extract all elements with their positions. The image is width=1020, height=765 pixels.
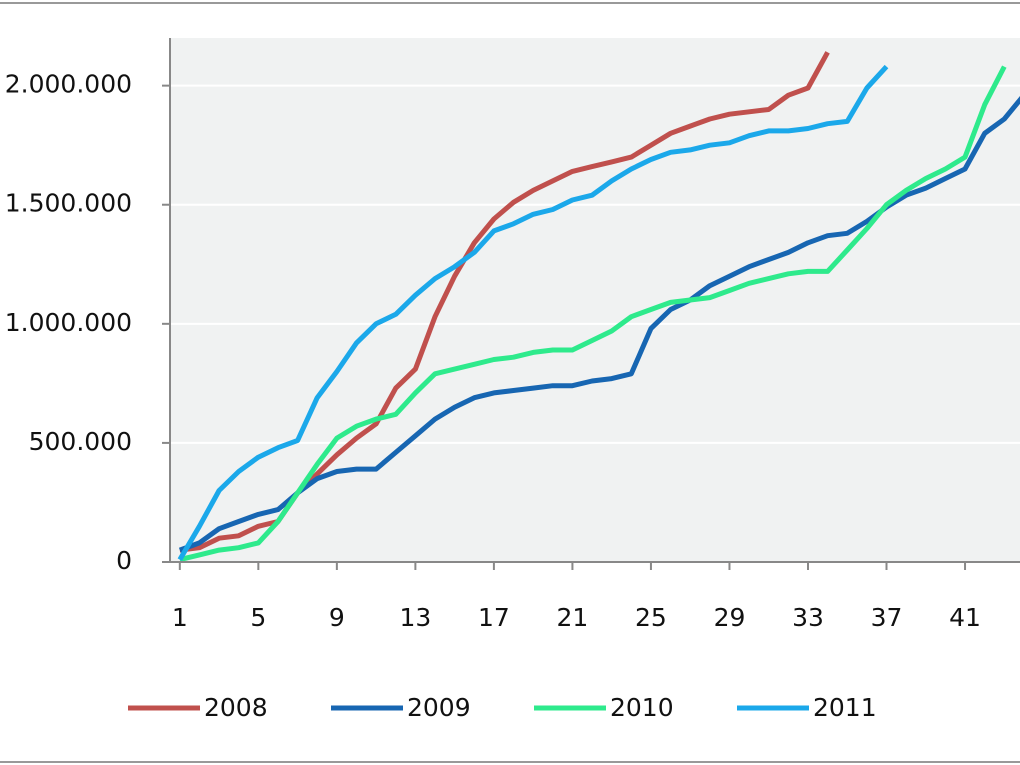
series-line — [177, 64, 889, 561]
series-line — [179, 65, 1007, 562]
x-tick-label: 9 — [329, 603, 345, 632]
y-tick-label: 1.500.000 — [5, 189, 132, 218]
x-tick-label: 17 — [478, 603, 510, 632]
x-tick-label: 5 — [250, 603, 266, 632]
x-tick-label: 25 — [635, 603, 667, 632]
x-tick-label: 37 — [871, 603, 903, 632]
legend-label: 2008 — [204, 693, 268, 722]
x-tick-label: 41 — [949, 603, 981, 632]
y-tick-label: 1.000.000 — [5, 308, 132, 337]
legend-label: 2009 — [407, 693, 471, 722]
x-tick-label: 13 — [399, 603, 431, 632]
legend-label: 2010 — [610, 693, 674, 722]
x-tick-label: 33 — [792, 603, 824, 632]
y-tick-label: 500.000 — [29, 427, 132, 456]
x-tick-label: 1 — [172, 603, 188, 632]
y-tick-label: 0 — [116, 546, 132, 575]
x-tick-label: 21 — [557, 603, 589, 632]
legend-label: 2011 — [813, 693, 877, 722]
plot-area — [170, 38, 1020, 562]
y-tick-label: 2.000.000 — [5, 70, 132, 99]
x-tick-label: 29 — [714, 603, 746, 632]
